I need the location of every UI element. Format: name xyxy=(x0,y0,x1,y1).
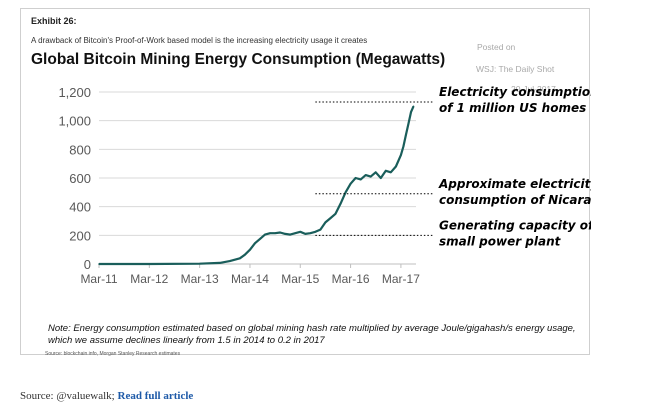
data-point xyxy=(410,111,412,113)
y-tick-label: 600 xyxy=(69,171,91,186)
annotation-label: Electricity consumption of 1 million US h… xyxy=(439,85,591,115)
data-point xyxy=(412,105,415,108)
data-point xyxy=(402,145,405,148)
data-point xyxy=(349,182,352,185)
annotation-line: small power plant xyxy=(439,234,562,248)
watermark-line-2: WSJ: The Daily Shot xyxy=(476,64,555,74)
y-tick-label: 200 xyxy=(69,228,91,243)
data-point xyxy=(379,177,382,179)
data-point xyxy=(329,217,332,219)
watermark-line-1: Posted on xyxy=(477,42,516,52)
data-point xyxy=(324,221,327,224)
data-point xyxy=(319,228,322,231)
data-point xyxy=(229,260,231,262)
x-tick-label: Mar-17 xyxy=(382,272,420,286)
y-tick-label: 1,200 xyxy=(58,85,91,100)
data-point xyxy=(289,233,292,236)
annotation-line: Approximate electricity xyxy=(438,177,591,191)
data-point xyxy=(259,238,261,240)
annotation-line: Electricity consumption xyxy=(439,85,591,99)
watermark-line-3: 20-Jul-2017 xyxy=(511,84,556,94)
x-tick-label: Mar-15 xyxy=(281,272,319,286)
data-point xyxy=(274,232,276,234)
data-point xyxy=(395,165,397,168)
annotation-line: Generating capacity of xyxy=(439,218,591,232)
data-point xyxy=(334,213,337,215)
read-full-article-link[interactable]: Read full article xyxy=(117,390,194,402)
data-point xyxy=(339,203,342,205)
chart-title: Global Bitcoin Mining Energy Consumption… xyxy=(31,51,446,68)
data-point xyxy=(309,232,312,234)
data-point xyxy=(98,263,100,265)
data-point xyxy=(249,248,251,251)
data-point xyxy=(299,230,302,233)
data-point xyxy=(354,177,357,179)
data-point xyxy=(284,233,286,235)
data-point xyxy=(405,134,407,136)
y-tick-label: 800 xyxy=(69,142,91,157)
exhibit-subtitle: A drawback of Bitcoin's Proof-of-Work ba… xyxy=(31,36,368,45)
x-tick-label: Mar-11 xyxy=(80,272,117,286)
energy-line-chart: 0 200 400 600 800 1,000 1,200 Mar-11 Mar-12 Mar-1… xyxy=(58,85,591,286)
annotation-label: Approximate electricity consumption of Ni… xyxy=(438,177,591,207)
data-point xyxy=(269,232,271,234)
data-point xyxy=(304,233,307,235)
data-point xyxy=(294,232,297,234)
data-point xyxy=(385,170,387,172)
x-tick-label: Mar-12 xyxy=(130,272,168,286)
data-point xyxy=(369,175,372,178)
data-point xyxy=(344,191,347,194)
page-footer: Source: @valuewalk; Read full article xyxy=(20,390,193,402)
x-tick-label: Mar-14 xyxy=(231,272,269,286)
data-point xyxy=(359,178,362,181)
y-tick-label: 400 xyxy=(69,200,91,215)
data-point xyxy=(264,233,266,236)
y-tick-label: 0 xyxy=(84,257,91,272)
exhibit-number: Exhibit 26: xyxy=(31,16,77,26)
data-point xyxy=(314,230,317,233)
data-point xyxy=(364,174,367,176)
exhibit-card: Exhibit 26: A drawback of Bitcoin's Proo… xyxy=(20,8,591,357)
x-tick-label: Mar-16 xyxy=(332,272,370,286)
annotation-line: consumption of Nicaragua xyxy=(439,193,591,207)
data-point xyxy=(218,262,221,264)
y-tick-label: 1,000 xyxy=(58,114,91,129)
footer-source-text: Source: @valuewalk; xyxy=(20,390,118,402)
annotation-label: Generating capacity of small power plant xyxy=(439,218,591,248)
data-point xyxy=(239,257,241,260)
data-point xyxy=(374,171,377,174)
data-point xyxy=(198,262,201,265)
annotation-line: of 1 million US homes xyxy=(439,101,586,115)
x-tick-label: Mar-13 xyxy=(181,272,219,286)
series-line xyxy=(99,105,415,266)
chart-note: Note: Energy consumption estimated based… xyxy=(48,323,576,346)
data-point xyxy=(400,154,402,156)
data-point xyxy=(279,231,281,234)
data-point xyxy=(148,263,151,265)
data-point xyxy=(390,171,392,174)
data-point xyxy=(407,122,410,125)
data-point xyxy=(254,242,256,245)
data-point xyxy=(244,253,246,256)
chart-source: Source: blockchain.info, Morgan Stanley … xyxy=(45,351,181,357)
